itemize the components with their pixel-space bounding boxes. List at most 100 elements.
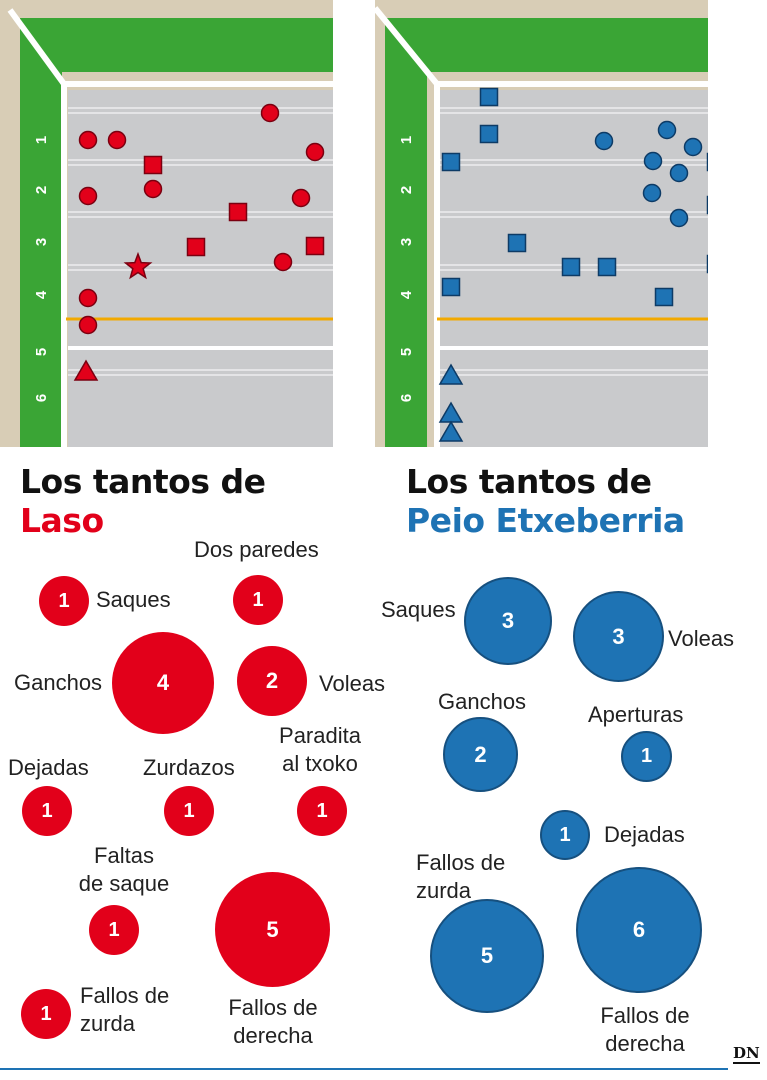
- etxeberria-aperturas-label: Aperturas: [588, 702, 684, 727]
- etxeberria-shot-circle-1: [594, 131, 614, 151]
- etxeberria-title-line1: Los tantos de: [406, 462, 652, 501]
- etxeberria-voleas-label: Voleas: [668, 626, 735, 651]
- laso-dos-paredes-bubble: 1: [233, 575, 283, 625]
- etxeberria-shot-triangle-1: [438, 363, 464, 385]
- laso-title: Los tantos de Laso: [20, 462, 266, 540]
- laso-faltas-label-line2: de saque: [78, 871, 170, 896]
- laso-row-number-6: 6: [33, 394, 50, 402]
- etxeberria-shot-circle-5: [669, 163, 689, 183]
- etxeberria-row-number-5: 5: [398, 348, 415, 356]
- etxeberria-shot-square-3: [441, 152, 461, 172]
- etxeberria-player-name: Peio Etxeberria: [406, 501, 685, 540]
- footer-rule: [0, 1068, 728, 1070]
- laso-player-name: Laso: [20, 501, 104, 540]
- laso-saques-label: Saques: [96, 587, 171, 612]
- laso-row-number-4: 4: [33, 290, 50, 299]
- etxeberria-shot-square-11: [654, 287, 674, 307]
- laso-shot-circle-5: [78, 186, 98, 206]
- etxeberria-ganchos-label: Ganchos: [438, 689, 527, 714]
- laso-row-number-3: 3: [33, 238, 50, 246]
- etxeberria-shot-square-5: [706, 195, 708, 215]
- laso-shot-circle-10: [78, 315, 98, 335]
- etxeberria-shot-square-4: [706, 152, 708, 172]
- laso-shot-circle-7: [291, 188, 311, 208]
- etxeberria-shot-triangle-3: [438, 420, 464, 442]
- etxeberria-shot-circle-2: [657, 120, 677, 140]
- laso-fallos-zurda-label-line2: zurda: [80, 1011, 136, 1036]
- laso-ganchos-bubble: 4: [112, 632, 214, 734]
- etxeberria-row-number-4: 4: [398, 290, 415, 299]
- laso-shot-circle-9: [78, 288, 98, 308]
- laso-saques-bubble: 1: [39, 576, 89, 626]
- laso-zurdazos-label: Zurdazos: [143, 755, 235, 780]
- laso-fallos-derecha-label: Fallos de derecha: [218, 994, 328, 1050]
- etxeberria-shot-circle-3: [683, 137, 703, 157]
- etxeberria-fallos-derecha-label: Fallos de derecha: [585, 1002, 705, 1058]
- etxeberria-shot-square-2: [479, 124, 499, 144]
- etxeberria-fallos-zurda-label-line2: zurda: [416, 878, 472, 903]
- laso-paradita-label: Paradita al txoko: [266, 722, 374, 778]
- laso-paradita-bubble: 1: [297, 786, 347, 836]
- etxeberria-shot-square-10: [441, 277, 461, 297]
- laso-fallos-zurda-label-line1: Fallos de: [80, 983, 170, 1008]
- laso-fallos-derecha-bubble: 5: [215, 872, 330, 987]
- etxeberria-shot-square-1: [479, 87, 499, 107]
- etxeberria-shot-square-7: [561, 257, 581, 277]
- laso-dos-paredes-label: Dos paredes: [194, 537, 319, 562]
- etxeberria-shot-square-6: [507, 233, 527, 253]
- etxeberria-shot-circle-7: [669, 208, 689, 228]
- etxeberria-fallos-derecha-label-line2: derecha: [605, 1031, 685, 1056]
- etxeberria-shot-square-9: [706, 254, 708, 274]
- etxeberria-row-number-3: 3: [398, 238, 415, 246]
- etxeberria-row-number-1: 1: [398, 136, 415, 144]
- laso-row-number-2: 2: [33, 186, 50, 194]
- laso-title-line1: Los tantos de: [20, 462, 266, 501]
- laso-dejadas-label: Dejadas: [8, 755, 89, 780]
- laso-fallos-derecha-label-line1: Fallos de: [228, 995, 318, 1020]
- laso-fallos-zurda-label: Fallos de zurda: [80, 982, 169, 1038]
- laso-fallos-derecha-label-line2: derecha: [233, 1023, 313, 1048]
- etxeberria-shot-circle-4: [643, 151, 663, 171]
- etxeberria-court-diagram: 1 2 3 4 5 6: [375, 0, 708, 447]
- etxeberria-fallos-zurda-label-line1: Fallos de: [416, 850, 506, 875]
- laso-shot-square-4: [228, 202, 248, 222]
- laso-faltas-label-line1: Faltas: [94, 843, 154, 868]
- etxeberria-saques-bubble: 3: [464, 577, 552, 665]
- laso-row-number-5: 5: [33, 348, 50, 356]
- etxeberria-shot-circle-6: [642, 183, 662, 203]
- laso-voleas-bubble: 2: [237, 646, 307, 716]
- etxeberria-dejadas-label: Dejadas: [604, 822, 685, 847]
- laso-ganchos-label: Ganchos: [14, 670, 103, 695]
- etxeberria-fallos-derecha-bubble: 6: [576, 867, 702, 993]
- etxeberria-ganchos-bubble: 2: [443, 717, 518, 792]
- laso-fallos-zurda-bubble: 1: [21, 989, 71, 1039]
- etxeberria-aperturas-bubble: 1: [621, 731, 672, 782]
- dn-logo: DN: [733, 1044, 760, 1064]
- etxeberria-fallos-derecha-label-line1: Fallos de: [600, 1003, 690, 1028]
- laso-faltas-bubble: 1: [89, 905, 139, 955]
- laso-shot-circle-2: [107, 130, 127, 150]
- etxeberria-row-number-2: 2: [398, 186, 415, 194]
- laso-court-diagram: 1 2 3 4 5 6: [0, 0, 333, 447]
- laso-shot-circle-1: [78, 130, 98, 150]
- laso-shot-circle-4: [305, 142, 325, 162]
- laso-voleas-label: Voleas: [319, 671, 386, 696]
- laso-shot-square-6: [305, 236, 325, 256]
- laso-shot-circle-3: [260, 103, 280, 123]
- etxeberria-shot-square-8: [597, 257, 617, 277]
- laso-zurdazos-bubble: 1: [164, 786, 214, 836]
- etxeberria-row-number-6: 6: [398, 394, 415, 402]
- laso-shot-square-1: [143, 155, 163, 175]
- etxeberria-fallos-zurda-label: Fallos de zurda: [416, 849, 505, 905]
- laso-faltas-label: Faltas de saque: [70, 842, 178, 898]
- laso-shot-circle-6: [143, 179, 163, 199]
- etxeberria-saques-label: Saques: [381, 597, 456, 622]
- laso-paradita-label-line1: Paradita: [279, 723, 361, 748]
- laso-shot-circle-8: [273, 252, 293, 272]
- laso-shot-star-1: [123, 251, 153, 280]
- etxeberria-voleas-bubble: 3: [573, 591, 664, 682]
- etxeberria-title: Los tantos de Peio Etxeberria: [406, 462, 685, 540]
- laso-paradita-label-line2: al txoko: [282, 751, 358, 776]
- laso-shot-triangle-1: [73, 359, 99, 381]
- laso-dejadas-bubble: 1: [22, 786, 72, 836]
